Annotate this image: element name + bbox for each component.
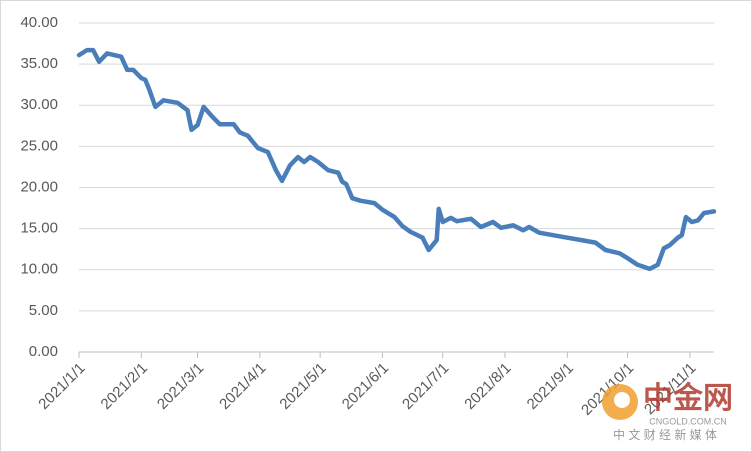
watermark-tagline: 中 文 财 经 新 媒 体 — [613, 427, 717, 442]
y-tick-label: 15.00 — [20, 220, 58, 237]
y-tick-label: 25.00 — [20, 137, 58, 154]
y-tick-label: 0.00 — [29, 343, 58, 360]
y-tick-label: 35.00 — [20, 55, 58, 72]
watermark-logo-inner — [614, 392, 630, 408]
y-tick-label: 30.00 — [20, 96, 58, 113]
watermark-url: CNGOLD.COM.CN — [649, 416, 727, 426]
y-tick-label: 40.00 — [20, 14, 58, 31]
y-tick-label: 5.00 — [29, 302, 58, 319]
line-series — [76, 47, 717, 272]
y-tick-label: 10.00 — [20, 261, 58, 278]
watermark-title: 中金网 — [643, 381, 733, 415]
y-tick-label: 20.00 — [20, 178, 58, 195]
watermark: 中金网 CNGOLD.COM.CN 中 文 财 经 新 媒 体 — [602, 381, 733, 442]
